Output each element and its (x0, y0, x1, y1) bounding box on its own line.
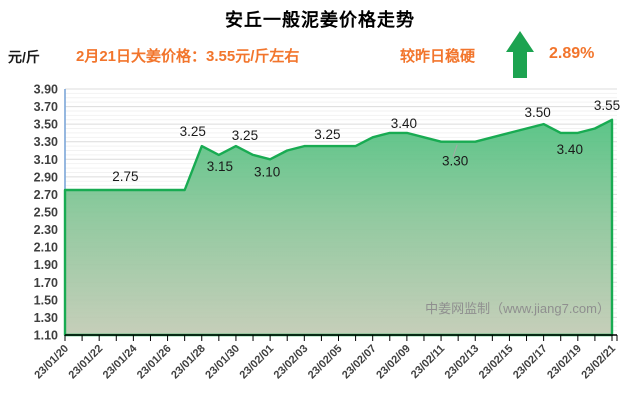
y-tick-label: 1.30 (34, 311, 58, 325)
y-tick-label: 3.90 (34, 83, 58, 97)
x-tick-label: 23/01/22 (67, 343, 106, 382)
x-axis (64, 334, 618, 341)
x-tick-label: 23/01/30 (203, 343, 242, 382)
data-point-label: 3.15 (207, 159, 233, 174)
trend-note: 较昨日稳硬 (400, 48, 476, 65)
y-tick-label: 2.50 (34, 206, 58, 220)
data-point-label: 3.40 (391, 116, 417, 131)
x-tick-label: 23/02/17 (511, 343, 550, 382)
data-point-label: 3.40 (557, 142, 583, 157)
y-tick-label: 3.70 (34, 100, 58, 114)
data-point-label: 3.10 (254, 164, 280, 179)
y-tick-label: 2.10 (34, 241, 58, 255)
x-tick-label: 23/02/05 (306, 343, 345, 382)
data-point-label: 3.25 (180, 124, 206, 139)
y-tick-label: 2.90 (34, 170, 58, 184)
data-point-label: 3.25 (314, 127, 340, 142)
x-tick-label: 23/02/01 (237, 343, 276, 382)
x-tick-label: 23/02/11 (409, 343, 447, 381)
x-tick-label: 23/02/13 (443, 343, 482, 382)
y-tick-label: 1.10 (34, 329, 58, 343)
x-tick-label: 23/02/19 (545, 343, 584, 382)
data-point-label: 3.25 (232, 128, 258, 143)
x-tick-label: 23/02/21 (579, 343, 618, 382)
y-tick-label: 1.50 (34, 293, 58, 307)
up-arrow-icon (506, 31, 534, 78)
trend-percent: 2.89% (549, 45, 595, 62)
x-tick-label: 23/02/07 (340, 343, 379, 382)
x-tick-label: 23/02/09 (374, 343, 413, 382)
x-tick-label: 23/02/03 (272, 343, 311, 382)
page-title: 安丘一般泥姜价格走势 (225, 10, 415, 30)
data-point-label: 3.55 (594, 98, 620, 113)
data-point-label: 3.30 (442, 154, 468, 169)
data-point-label: 2.75 (112, 169, 138, 184)
data-point-label: 3.50 (524, 105, 550, 120)
watermark: 中姜网监制（www.jiang7.com） (425, 301, 610, 316)
price-note: 2月21日大姜价格：3.55元/斤左右 (76, 48, 300, 65)
x-tick-label: 23/01/28 (169, 343, 208, 382)
area-series (63, 118, 614, 337)
x-tick-label: 23/01/26 (135, 343, 174, 382)
y-tick-label: 3.50 (34, 118, 58, 132)
y-tick-label: 3.10 (34, 153, 58, 167)
y-tick-label: 2.30 (34, 223, 58, 237)
y-tick-label: 3.30 (34, 135, 58, 149)
x-tick-label: 23/01/24 (101, 342, 140, 381)
x-axis-labels: 23/01/2023/01/2223/01/2423/01/2623/01/28… (32, 342, 618, 381)
x-tick-label: 23/01/20 (32, 343, 71, 382)
x-tick-label: 23/02/15 (477, 343, 516, 382)
data-labels: 2.75 3.25 3.15 3.25 3.10 3.25 3.40 3.30 3.50 3.40… (112, 98, 620, 184)
y-axis-labels: 3.90 3.70 3.50 3.30 3.10 2.90 2.70 2.50 2.30 2.10… (34, 83, 58, 343)
y-axis-unit-label: 元/斤 (8, 49, 40, 65)
y-tick-label: 1.90 (34, 258, 58, 272)
y-tick-label: 1.70 (34, 276, 58, 290)
y-tick-label: 2.70 (34, 188, 58, 202)
watermark-group: 中姜网监制（www.jiang7.com） (425, 301, 610, 316)
